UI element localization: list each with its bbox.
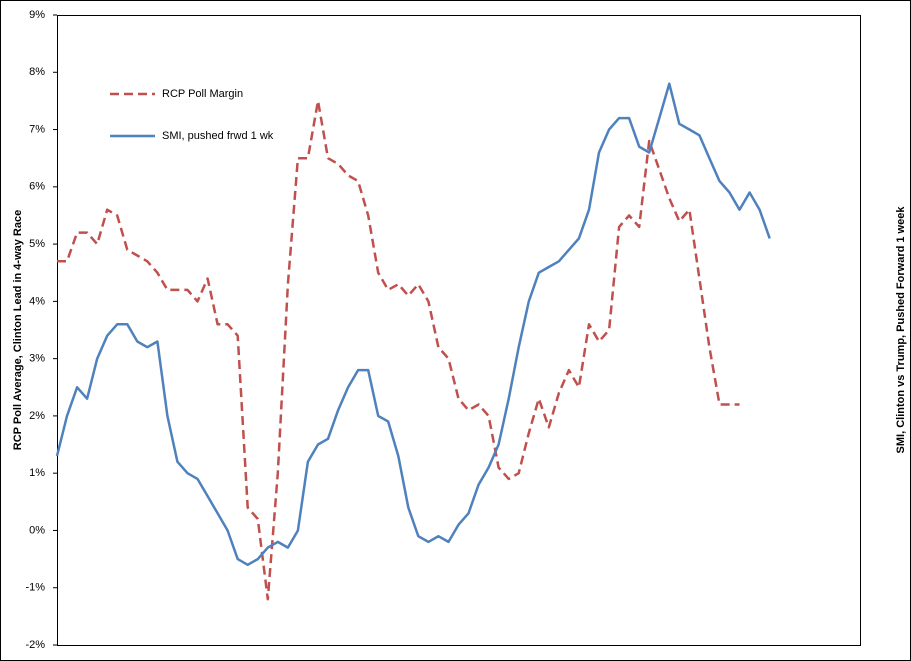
y-tick-label: 9% xyxy=(29,9,45,21)
series-line xyxy=(55,82,771,567)
legend-label: RCP Poll Margin xyxy=(162,88,243,100)
y-tick-label: 0% xyxy=(29,524,45,536)
y-tick-label: 4% xyxy=(29,295,45,307)
y-tick-label: 7% xyxy=(29,123,45,135)
y-tick-label: 6% xyxy=(29,181,45,193)
y-tick-label: 3% xyxy=(29,353,45,365)
y2-axis-title: SMI, Clinton vs Trump, Pushed Forward 1 … xyxy=(895,206,907,454)
y-axis-title: RCP Poll Average, Clinton Lead in 4-way … xyxy=(12,210,24,450)
y-tick-label: 5% xyxy=(29,238,45,250)
y-tick-label: 2% xyxy=(29,410,45,422)
y-tick-label: 1% xyxy=(29,467,45,479)
y-tick-label: -1% xyxy=(25,582,45,594)
y-tick-label: -2% xyxy=(25,639,45,651)
series-line xyxy=(57,99,740,601)
y-tick-label: 8% xyxy=(29,66,45,78)
plot-area xyxy=(57,15,861,646)
legend-label: SMI, pushed frwd 1 wk xyxy=(162,130,274,142)
